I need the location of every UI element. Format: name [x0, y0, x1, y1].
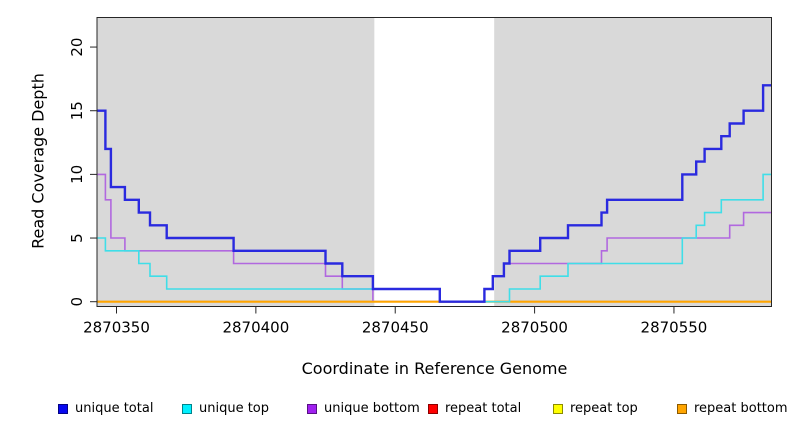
panel-shaded-region — [494, 17, 772, 307]
x-tick-label: 2870350 — [83, 319, 150, 337]
legend-swatch-icon — [428, 404, 438, 414]
x-tick-label: 2870500 — [501, 319, 568, 337]
legend-swatch-icon — [182, 404, 192, 414]
legend-item-repeat-bottom: repeat bottom — [677, 398, 788, 420]
legend-item-unique-bottom: unique bottom — [307, 398, 420, 420]
legend: unique total unique top unique bottom repea… — [0, 398, 792, 420]
legend-label: unique top — [199, 401, 270, 416]
x-tick-label: 2870400 — [222, 319, 289, 337]
y-tick-label: 10 — [68, 165, 86, 184]
legend-item-repeat-top: repeat top — [553, 398, 638, 420]
y-axis-title: Read Coverage Depth — [28, 73, 48, 249]
y-tick-label: 20 — [68, 38, 86, 57]
series-line-unique-top — [97, 173, 772, 303]
legend-label: repeat bottom — [694, 401, 788, 416]
x-tick-label: 2870450 — [362, 319, 429, 337]
legend-label: repeat total — [445, 401, 522, 416]
legend-swatch-icon — [553, 404, 563, 414]
y-tick-label: 15 — [68, 101, 86, 120]
legend-label: unique total — [75, 401, 154, 416]
x-tick-label: 2870550 — [641, 319, 708, 337]
legend-item-repeat-total: repeat total — [428, 398, 521, 420]
legend-label: repeat top — [570, 401, 638, 416]
legend-item-unique-total: unique total — [58, 398, 153, 420]
y-tick-label: 0 — [68, 297, 86, 307]
legend-label: unique bottom — [324, 401, 420, 416]
legend-swatch-icon — [307, 404, 317, 414]
panel-shaded-region — [97, 17, 375, 307]
series-line-unique-total — [97, 84, 772, 303]
plot-box — [96, 17, 772, 307]
legend-swatch-icon — [58, 404, 68, 414]
legend-swatch-icon — [677, 404, 687, 414]
y-tick-label: 5 — [68, 233, 86, 243]
legend-item-unique-top: unique top — [182, 398, 269, 420]
x-axis-title: Coordinate in Reference Genome — [301, 359, 568, 378]
